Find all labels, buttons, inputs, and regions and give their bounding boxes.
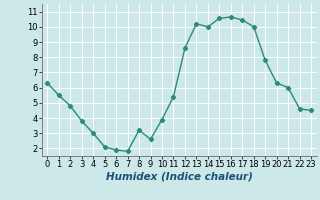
X-axis label: Humidex (Indice chaleur): Humidex (Indice chaleur) [106,172,252,182]
